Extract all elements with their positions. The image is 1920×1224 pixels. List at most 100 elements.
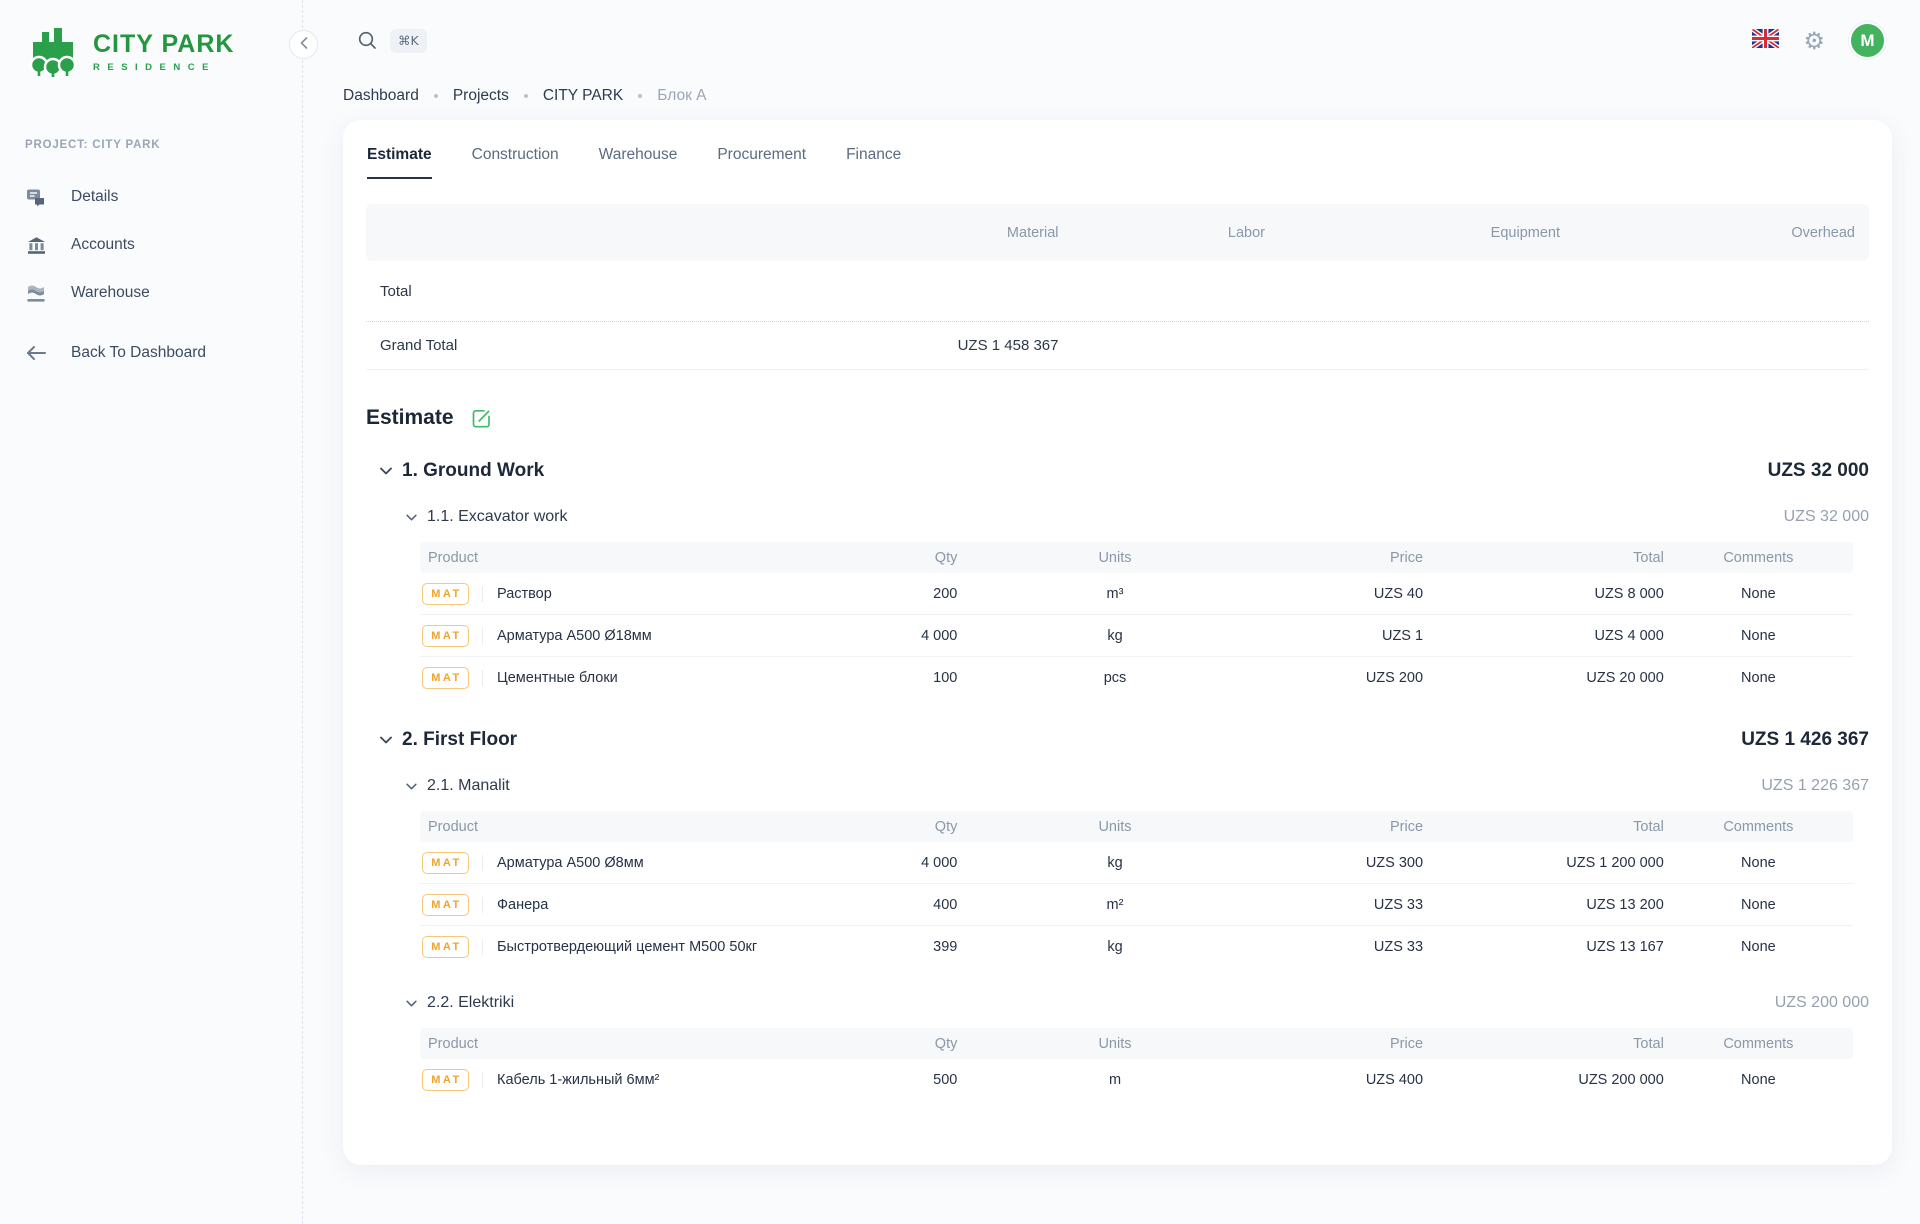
subsection-title: 2.2. Elektriki (427, 994, 515, 1011)
product-table-header: Product Qty Units Price Total Comments (420, 1028, 1853, 1059)
comments-cell: None (1741, 854, 1776, 871)
product-row[interactable]: MAT Арматура А500 Ø8мм 4 000 kg UZS 300 … (420, 842, 1853, 884)
estimate-sections: 1. Ground Work UZS 32 000 1.1. Excavator… (366, 460, 1869, 1101)
app-logo[interactable]: CITY PARK RESIDENCE (25, 22, 302, 83)
units-cell: m² (1106, 896, 1124, 913)
city-park-logo-icon (25, 22, 81, 83)
col-overhead: Overhead (1791, 224, 1855, 241)
topbar: ⌘K ⚙ M (343, 0, 1892, 59)
material-badge: MAT (422, 851, 469, 874)
chevron-down-icon (406, 1000, 417, 1007)
price-cell: UZS 400 (1365, 1072, 1424, 1088)
product-row[interactable]: MAT Кабель 1-жильный 6мм² 500 m UZS 400 … (420, 1059, 1853, 1101)
col-labor: Labor (1227, 224, 1265, 241)
divider (482, 1072, 483, 1088)
subsection-header[interactable]: 1.1. Excavator work UZS 32 000 (366, 508, 1869, 526)
product-name: Арматура А500 Ø18мм (497, 627, 652, 644)
total-cell: UZS 20 000 (1586, 670, 1664, 686)
qty-cell: 200 (933, 585, 958, 602)
chevron-down-icon (406, 514, 417, 521)
tab-procurement[interactable]: Procurement (717, 146, 807, 163)
price-cell: UZS 33 (1373, 896, 1424, 913)
grand-total-material: UZS 1 458 367 (957, 337, 1059, 354)
settings-gear-icon[interactable]: ⚙ (1803, 26, 1825, 55)
summary-total-row: Total (366, 261, 1869, 321)
edit-estimate-button[interactable] (471, 408, 492, 429)
back-to-dashboard-button[interactable]: Back To Dashboard (25, 329, 302, 377)
logo-title: CITY PARK (93, 30, 235, 58)
tab-construction[interactable]: Construction (471, 146, 559, 163)
estimate-section: 1. Ground Work UZS 32 000 1.1. Excavator… (366, 460, 1869, 699)
user-avatar[interactable]: M (1849, 22, 1886, 59)
summary-table: Material Labor Equipment Overhead Total … (366, 204, 1869, 370)
sidebar-item-accounts[interactable]: Accounts (25, 221, 302, 269)
col-material: Material (1006, 224, 1059, 241)
subsection-header[interactable]: 2.1. Manalit UZS 1 226 367 (366, 777, 1869, 795)
divider (482, 670, 483, 686)
estimate-subsection: 1.1. Excavator work UZS 32 000 Product Q… (366, 508, 1869, 699)
product-name: Раствор (497, 585, 552, 602)
section-header[interactable]: 2. First Floor UZS 1 426 367 (366, 729, 1869, 751)
product-row[interactable]: MAT Раствор 200 m³ UZS 40 UZS 8 000 None (420, 573, 1853, 615)
breadcrumb-separator (433, 94, 438, 98)
breadcrumb-projects[interactable]: Projects (452, 87, 509, 104)
summary-table-header: Material Labor Equipment Overhead (366, 204, 1869, 261)
tab-finance[interactable]: Finance (846, 146, 902, 163)
subsection-total: UZS 200 000 (1774, 994, 1869, 1011)
total-cell: UZS 200 000 (1578, 1072, 1664, 1088)
content-card: Estimate Construction Warehouse Procurem… (343, 120, 1892, 1165)
sidebar-item-warehouse[interactable]: Warehouse (25, 269, 302, 317)
product-row[interactable]: MAT Цементные блоки 100 pcs UZS 200 UZS … (420, 657, 1853, 699)
breadcrumb-city-park[interactable]: CITY PARK (542, 87, 624, 104)
section-total: UZS 1 426 367 (1741, 729, 1869, 750)
total-cell: UZS 13 167 (1586, 939, 1664, 955)
sidebar-item-details[interactable]: Details (25, 173, 302, 221)
product-name: Фанера (497, 896, 549, 913)
comments-cell: None (1741, 896, 1776, 913)
global-search-button[interactable]: ⌘K (357, 28, 427, 53)
product-table-header: Product Qty Units Price Total Comments (420, 542, 1853, 573)
estimate-title: Estimate (366, 406, 454, 429)
product-table: Product Qty Units Price Total Comments M… (420, 542, 1853, 699)
product-name: Быстротвердеющий цемент М500 50кг (497, 939, 758, 955)
qty-cell: 400 (933, 896, 958, 913)
language-uk-flag-icon[interactable] (1752, 28, 1780, 53)
units-cell: kg (1107, 627, 1123, 644)
qty-cell: 4 000 (921, 854, 958, 871)
comments-cell: None (1741, 670, 1776, 686)
divider (482, 896, 483, 913)
breadcrumb-dashboard[interactable]: Dashboard (343, 87, 419, 104)
sidebar-item-label: Warehouse (71, 284, 150, 301)
subsection-header[interactable]: 2.2. Elektriki UZS 200 000 (366, 994, 1869, 1012)
total-cell: UZS 1 200 000 (1566, 854, 1664, 871)
sidebar-collapse-button[interactable] (289, 30, 318, 59)
estimate-section: 2. First Floor UZS 1 426 367 2.1. Manali… (366, 729, 1869, 1101)
units-cell: kg (1107, 939, 1123, 955)
subsection-title: 2.1. Manalit (427, 777, 510, 794)
subsection-total: UZS 32 000 (1783, 508, 1869, 525)
product-row[interactable]: MAT Арматура А500 Ø18мм 4 000 kg UZS 1 U… (420, 615, 1853, 657)
chevron-down-icon (406, 783, 417, 790)
divider (482, 627, 483, 644)
section-header[interactable]: 1. Ground Work UZS 32 000 (366, 460, 1869, 482)
breadcrumb-current: Блок А (657, 87, 707, 104)
material-badge: MAT (422, 893, 469, 916)
comments-cell: None (1741, 1072, 1776, 1088)
tab-warehouse[interactable]: Warehouse (598, 146, 678, 163)
tab-estimate[interactable]: Estimate (367, 146, 432, 179)
material-badge: MAT (422, 936, 469, 958)
estimate-header: Estimate (366, 406, 1869, 430)
product-name: Арматура А500 Ø8мм (497, 854, 644, 871)
price-cell: UZS 40 (1373, 585, 1424, 602)
price-cell: UZS 33 (1373, 939, 1424, 955)
price-cell: UZS 1 (1381, 627, 1424, 644)
section-title: 2. First Floor (402, 729, 518, 750)
grand-total-label: Grand Total (380, 337, 458, 354)
product-table: Product Qty Units Price Total Comments M… (420, 1028, 1853, 1101)
material-badge: MAT (422, 1069, 469, 1091)
product-row[interactable]: MAT Быстротвердеющий цемент М500 50кг 39… (420, 926, 1853, 968)
total-cell: UZS 8 000 (1594, 585, 1664, 602)
col-equipment: Equipment (1490, 224, 1560, 241)
product-row[interactable]: MAT Фанера 400 m² UZS 33 UZS 13 200 None (420, 884, 1853, 926)
